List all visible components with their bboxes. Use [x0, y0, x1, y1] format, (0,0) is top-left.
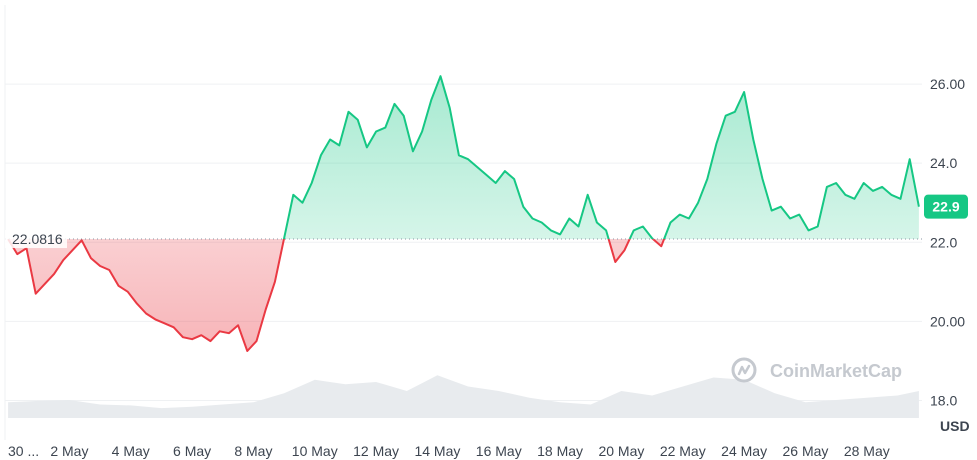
x-tick-label: 18 May — [537, 443, 583, 459]
unit-label: USD — [940, 418, 970, 434]
y-tick-label: 20.00 — [930, 313, 965, 329]
current-price-badge — [924, 194, 968, 219]
price-area-down — [8, 239, 919, 351]
volume-area — [8, 375, 919, 418]
coinmarketcap-logo-icon — [731, 357, 757, 383]
x-tick-label: 24 May — [721, 443, 767, 459]
y-tick-label: 22.0 — [930, 234, 957, 250]
y-tick-label: 26.00 — [930, 76, 965, 92]
x-tick-label: 2 May — [50, 443, 88, 459]
x-tick-label: 22 May — [660, 443, 706, 459]
x-tick-label: 12 May — [353, 443, 399, 459]
x-tick-label: 8 May — [234, 443, 272, 459]
price-line-up — [8, 75, 920, 240]
baseline-label: 22.0816 — [12, 231, 63, 247]
x-tick-label: 4 May — [112, 443, 150, 459]
current-price-label: 22.9 — [932, 199, 959, 215]
x-tick-label: 30 ... — [8, 443, 39, 459]
price-area-up — [283, 76, 919, 240]
x-tick-label: 20 May — [598, 443, 644, 459]
x-tick-label: 10 May — [292, 443, 338, 459]
y-tick-label: 24.0 — [930, 155, 957, 171]
x-tick-label: 28 May — [844, 443, 890, 459]
baseline-label-bg — [5, 230, 67, 249]
y-tick-label: 18.0 — [930, 392, 957, 408]
coinmarketcap-logo-mark — [737, 364, 751, 376]
price-line-down — [7, 239, 666, 352]
x-tick-label: 14 May — [414, 443, 460, 459]
watermark-text: CoinMarketCap — [770, 361, 902, 381]
x-tick-label: 16 May — [476, 443, 522, 459]
x-tick-label: 26 May — [782, 443, 828, 459]
x-tick-label: 6 May — [173, 443, 211, 459]
